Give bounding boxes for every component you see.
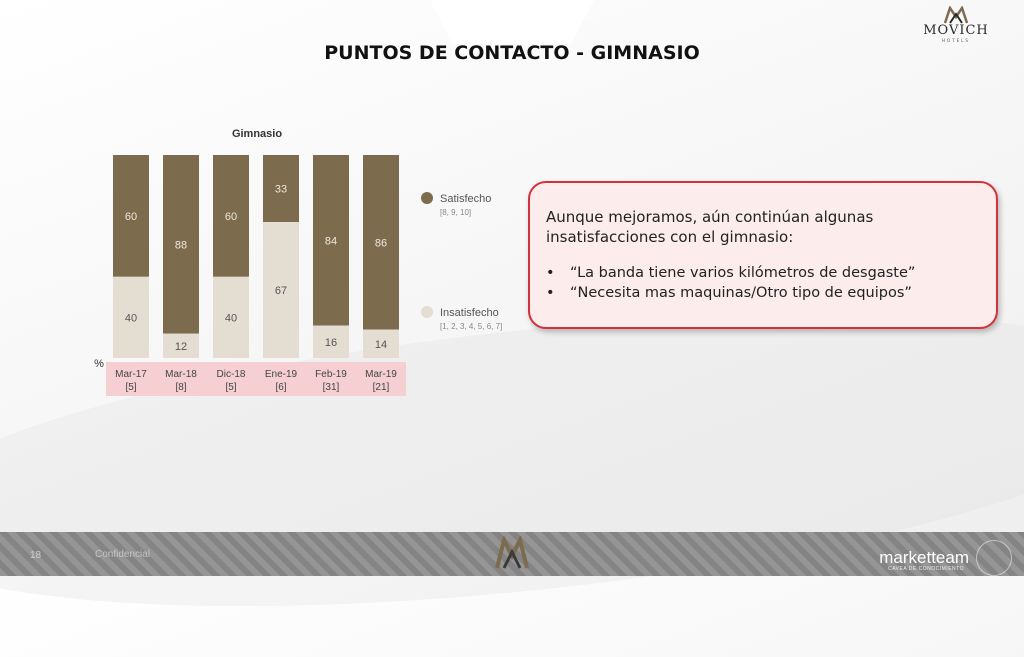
bar-satisfecho [263,155,299,222]
bar-insatisfecho [313,325,349,358]
bar-satisfecho [363,155,399,330]
callout-quote: “La banda tiene varios kilómetros de des… [546,263,980,283]
logo-brand-text: MOVICH [923,23,989,38]
legend-label-satisfecho: Satisfecho [440,193,491,205]
bar-insatisfecho [113,276,149,358]
marketteam-tagline: CAVEA DE CONOCIMIENTO [888,566,964,572]
x-tick-label: Mar-18 [165,369,197,380]
bar-satisfecho [163,155,199,334]
x-tick-label: Mar-17 [115,369,147,380]
data-label-satisfecho: 88 [175,239,187,251]
data-label-satisfecho: 84 [325,235,337,247]
marketteam-logo-text: marketteam [879,548,969,567]
callout-quote: “Necesita mas maquinas/Otro tipo de equi… [546,283,980,303]
data-label-insatisfecho: 14 [375,339,387,351]
legend-scale-satisfecho: [8, 9, 10] [440,208,471,217]
data-label-satisfecho: 60 [125,211,137,223]
data-label-insatisfecho: 12 [175,341,187,353]
legend-marker-insatisfecho [421,306,433,318]
movich-logo: MOVICH HOTELS [906,6,1006,43]
x-tick-base: [31] [323,382,340,393]
logo-sub-text: HOTELS [942,38,970,43]
legend-marker-satisfecho [421,192,433,204]
footer-center-tab [430,0,594,44]
bar-satisfecho [113,155,149,277]
x-tick-label: Ene-19 [265,369,298,380]
x-tick-base: [5] [225,382,236,393]
data-label-satisfecho: 60 [225,211,237,223]
bar-insatisfecho [163,333,199,358]
category-band [106,362,406,396]
callout-quote-list: “La banda tiene varios kilómetros de des… [546,263,980,303]
data-label-insatisfecho: 40 [125,312,137,324]
legend-scale-insatisfecho: [1, 2, 3, 4, 5, 6, 7] [440,322,502,331]
x-tick-base: [8] [175,382,186,393]
data-label-insatisfecho: 40 [225,312,237,324]
footer-movich-icon [495,536,529,569]
data-label-insatisfecho: 16 [325,337,337,349]
marketteam-emblem-icon [976,540,1012,576]
x-tick-label: Feb-19 [315,369,347,380]
x-tick-base: [6] [275,382,286,393]
data-label-satisfecho: 33 [275,183,287,195]
page-number: 18 [30,550,42,561]
confidential-label: Confidencial [95,549,151,560]
page-title: PUNTOS DE CONTACTO - GIMNASIO [324,42,700,64]
movich-logo-icon [943,6,969,24]
insight-callout: Aunque mejoramos, aún continúan algunas … [528,181,998,329]
x-tick-label: Dic-18 [217,369,246,380]
x-tick-base: [21] [373,382,390,393]
y-axis-label: % [94,358,104,370]
bar-satisfecho [313,155,349,326]
bar-insatisfecho [363,329,399,358]
bar-insatisfecho [263,221,299,358]
data-label-satisfecho: 86 [375,237,387,249]
stacked-bar-chart: Gimnasio% 60 40 Mar-17 [5] 88 12 Mar-18 [8] 60 40 D… [94,128,502,396]
x-tick-label: Mar-19 [365,369,397,380]
chart-title: Gimnasio [232,128,282,140]
data-label-insatisfecho: 67 [275,285,287,297]
x-tick-base: [5] [125,382,136,393]
bar-insatisfecho [213,276,249,358]
footer-bar [0,532,1024,576]
legend-label-insatisfecho: Insatisfecho [440,307,499,319]
callout-intro-text: Aunque mejoramos, aún continúan algunas … [546,208,874,246]
bar-satisfecho [213,155,249,277]
